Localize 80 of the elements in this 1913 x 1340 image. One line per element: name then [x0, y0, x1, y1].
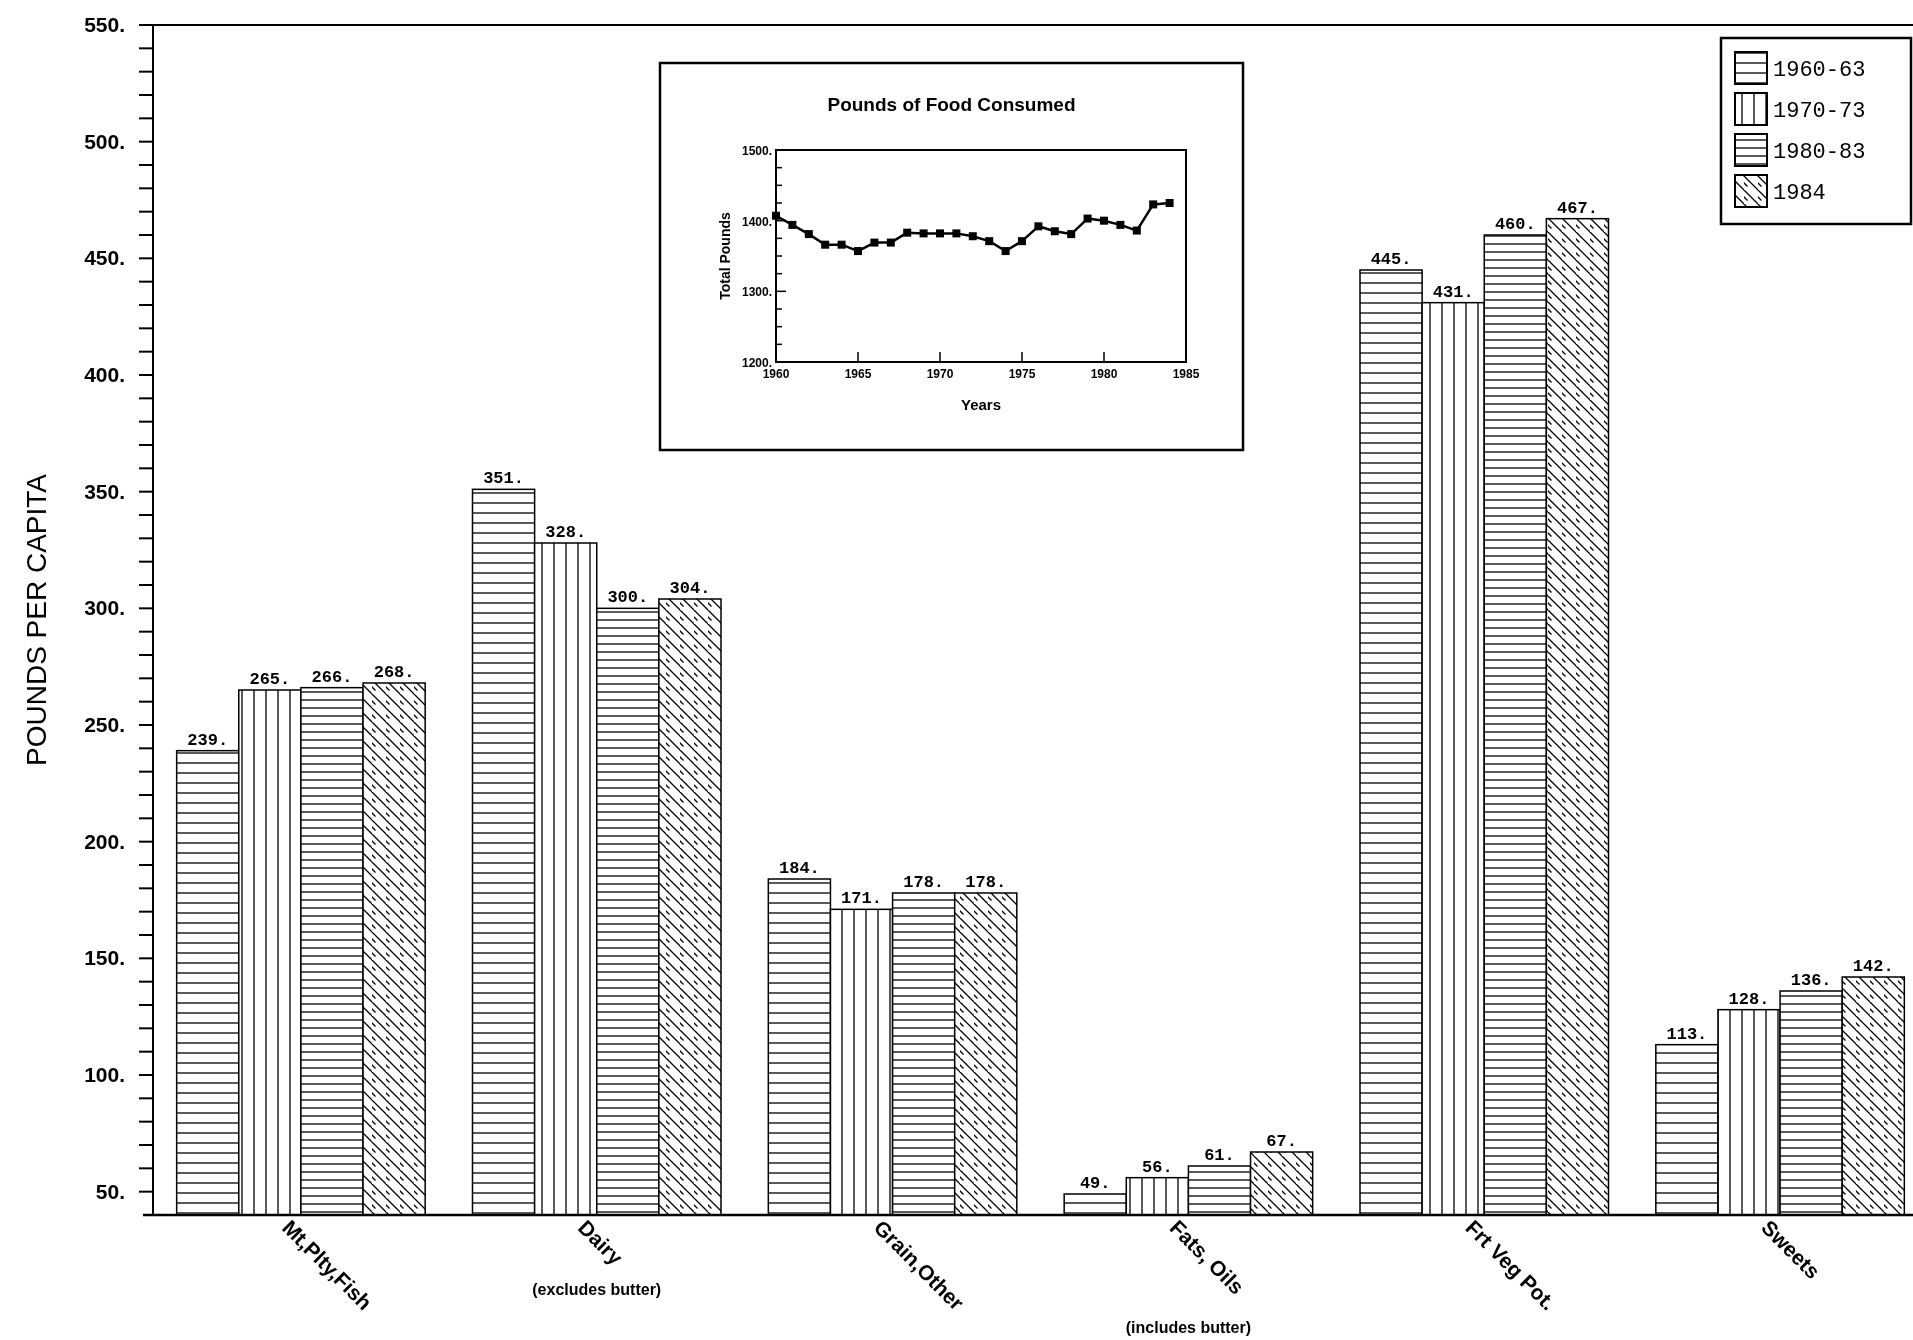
point	[788, 220, 797, 229]
data-label: 67.	[1266, 1132, 1297, 1151]
data-label: 178.	[903, 873, 945, 892]
point	[1018, 237, 1026, 246]
y-tick-label: 550.	[84, 13, 125, 36]
text: (includes butter)	[1125, 1319, 1252, 1336]
point	[1116, 220, 1125, 229]
data-label: 304.	[669, 579, 711, 598]
data-label: 184.	[778, 859, 820, 878]
legend-label: 1960-63	[1773, 58, 1866, 83]
data-label: 460.	[1494, 215, 1536, 234]
y-tick-label: 150.	[84, 946, 125, 970]
data-label: 136.	[1790, 971, 1832, 990]
chart-title: Pounds of Food Consumed	[827, 94, 1076, 115]
data-label: 268.	[373, 663, 415, 682]
point	[1034, 222, 1043, 231]
x-tick-label: 1980	[1090, 367, 1118, 381]
y-tick-label: 1500.	[741, 144, 772, 158]
point	[903, 228, 912, 237]
y-tick-label: 50.	[95, 1179, 125, 1203]
y-tick-label: 350.	[84, 479, 125, 503]
point	[1050, 227, 1059, 236]
point	[1067, 230, 1076, 239]
data-label: 171.	[841, 889, 882, 909]
data-label: 142.	[1852, 957, 1894, 976]
y-tick-label: 450.	[84, 246, 125, 270]
point	[886, 238, 895, 247]
data-label: 265.	[249, 670, 291, 689]
y-tick-label: 500.	[84, 129, 125, 153]
data-label: 49.	[1079, 1174, 1111, 1193]
data-label: 445.	[1370, 250, 1412, 269]
y-tick-label: 250.	[84, 713, 125, 736]
y-tick-label: 100.	[84, 1063, 125, 1086]
point	[919, 229, 928, 238]
y-axis-title: Total Pounds	[717, 211, 733, 300]
point	[804, 230, 813, 239]
legend-label: 1970-73	[1773, 99, 1866, 124]
point	[1132, 226, 1141, 235]
x-tick-label: 1985	[1172, 367, 1200, 381]
y-tick-label: 1300.	[741, 285, 772, 300]
y-tick-label: 200.	[84, 829, 125, 853]
x-tick-label: 1975	[1008, 367, 1036, 381]
data-label: 61.	[1204, 1146, 1235, 1165]
point	[985, 237, 994, 246]
data-label: 178.	[965, 873, 1007, 892]
point	[870, 238, 879, 247]
point	[1149, 200, 1158, 209]
data-label: 266.	[311, 667, 353, 687]
point	[1001, 247, 1010, 256]
point	[936, 229, 944, 238]
legend-label: 1984	[1773, 181, 1826, 206]
data-label: 113.	[1666, 1024, 1708, 1044]
point	[821, 240, 830, 249]
data-label: 300.	[607, 588, 649, 608]
x-tick-label: 1965	[844, 367, 872, 381]
point	[1165, 199, 1174, 207]
data-label: 351.	[483, 469, 524, 489]
x-tick-label: 1960	[762, 367, 790, 381]
point	[1083, 214, 1092, 223]
data-label: 128.	[1728, 989, 1770, 1009]
point	[837, 240, 846, 249]
point	[968, 232, 977, 241]
point	[952, 229, 961, 238]
legend-label: 1980-83	[1773, 140, 1866, 165]
point	[854, 247, 862, 256]
y-axis-title: POUNDS PER CAPITA	[21, 473, 52, 766]
data-label: 467.	[1557, 198, 1598, 218]
data-label: 56.	[1142, 1157, 1173, 1177]
point	[1100, 216, 1108, 225]
y-tick-label: 1200.	[741, 356, 772, 370]
data-label: 239.	[187, 730, 229, 750]
y-tick-label: 300.	[84, 596, 125, 620]
x-axis-title: Years	[960, 396, 1002, 413]
x-tick-label: 1970	[926, 367, 954, 381]
y-tick-label: 1400.	[741, 214, 772, 229]
y-tick-label: 400.	[84, 363, 125, 386]
point	[772, 211, 780, 220]
text: (excludes butter)	[532, 1281, 662, 1298]
data-label: 431.	[1432, 282, 1474, 302]
data-label: 328.	[545, 523, 587, 542]
